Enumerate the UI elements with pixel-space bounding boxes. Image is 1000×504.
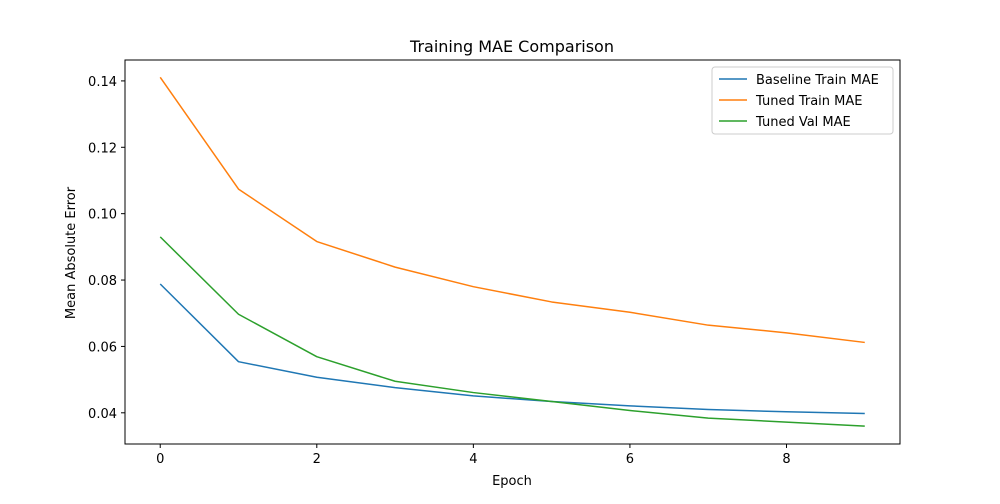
plot-frame <box>124 59 901 445</box>
series-line-1 <box>159 283 865 415</box>
chart-title: Training MAE Comparison <box>409 37 614 56</box>
axis-ticks: 0 2 4 6 8 0.04 0.06 0.08 0.10 0.12 0.14 <box>88 75 791 467</box>
x-tick-label: 2 <box>313 452 321 467</box>
y-tick-label: 0.10 <box>88 208 117 223</box>
series-line-3 <box>159 236 865 427</box>
y-tick-label: 0.12 <box>88 141 117 156</box>
y-tick-label: 0.04 <box>88 407 117 422</box>
x-tick-label: 0 <box>156 452 164 467</box>
series-line-2 <box>159 76 865 344</box>
x-tick-label: 8 <box>782 452 790 467</box>
legend-label: Baseline Train MAE <box>756 73 879 88</box>
legend-label: Tuned Train MAE <box>755 94 862 109</box>
x-tick-label: 4 <box>469 452 477 467</box>
x-tick-label: 6 <box>626 452 634 467</box>
y-tick-label: 0.14 <box>88 75 117 90</box>
series-lines <box>159 76 865 427</box>
x-axis-label: Epoch <box>492 474 532 489</box>
y-axis-label: Mean Absolute Error <box>64 186 79 319</box>
legend-label: Tuned Val MAE <box>755 115 851 130</box>
legend: Baseline Train MAE Tuned Train MAE Tuned V… <box>711 66 894 135</box>
y-tick-label: 0.08 <box>88 274 117 289</box>
legend-box <box>711 66 894 135</box>
y-tick-label: 0.06 <box>88 340 117 355</box>
